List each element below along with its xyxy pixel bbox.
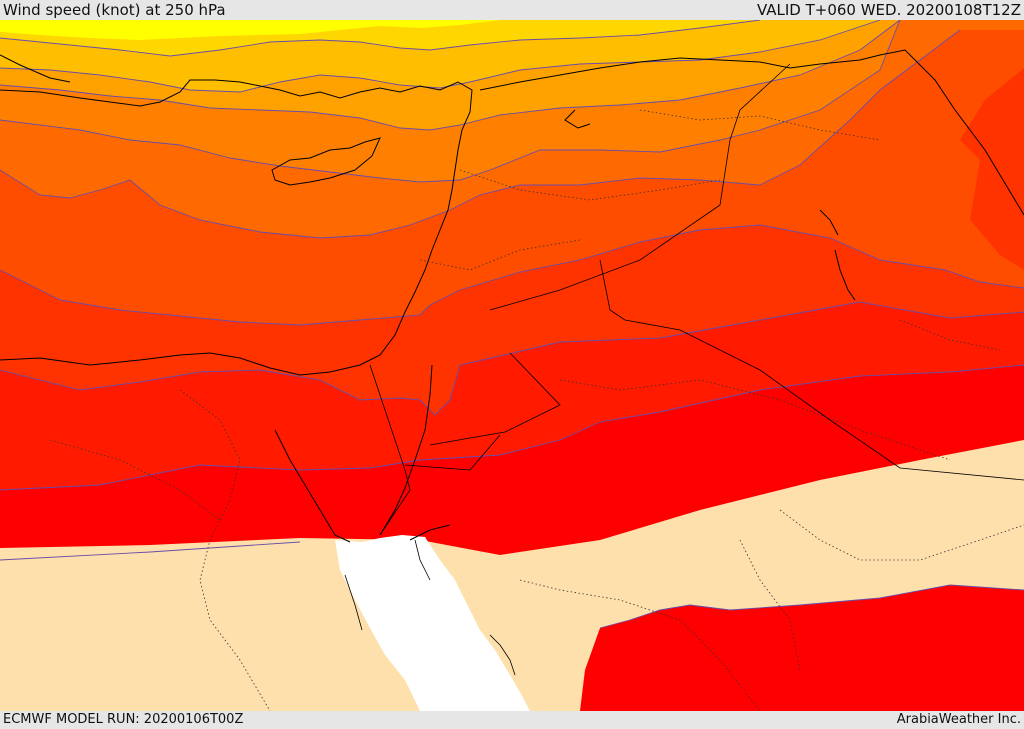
header-bar: Wind speed (knot) at 250 hPa VALID T+060… xyxy=(0,0,1024,20)
contour-lines xyxy=(0,20,1024,629)
coast-details xyxy=(344,539,516,676)
credit: ArabiaWeather Inc. xyxy=(896,712,1021,727)
coastlines xyxy=(0,49,1024,543)
band-1 xyxy=(0,20,500,40)
valid-time: VALID T+060 WED. 20200108T12Z xyxy=(756,1,1021,19)
wind-speed-map xyxy=(0,20,1024,711)
red-sea xyxy=(335,535,530,711)
land-area xyxy=(0,440,1024,711)
map-title: Wind speed (knot) at 250 hPa xyxy=(3,1,226,19)
footer-bar: ECMWF MODEL RUN: 20200106T00Z ArabiaWeat… xyxy=(0,711,1024,729)
province-lines xyxy=(49,109,1024,711)
model-run: ECMWF MODEL RUN: 20200106T00Z xyxy=(3,712,244,727)
borders xyxy=(369,63,1024,536)
